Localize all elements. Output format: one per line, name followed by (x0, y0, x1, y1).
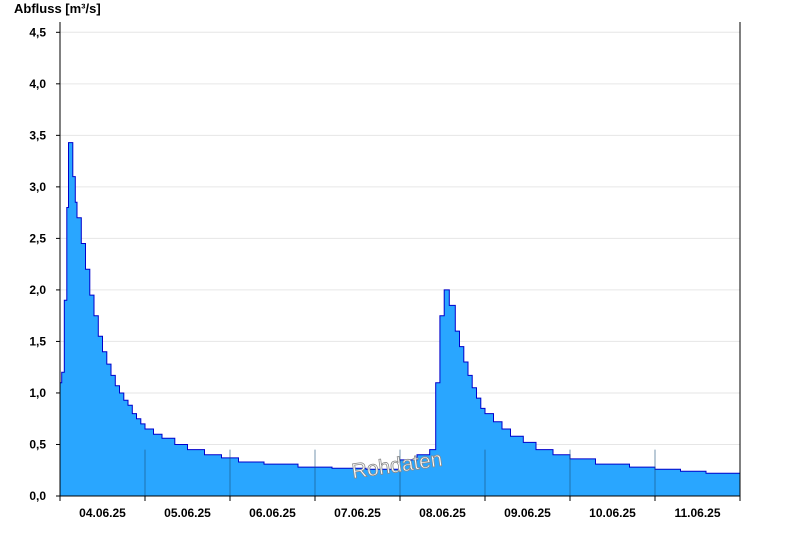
y-tick-label: 3,5 (29, 128, 46, 142)
series-area-group (60, 142, 741, 496)
x-tick-label: 04.06.25 (79, 506, 126, 520)
y-tick-label: 3,0 (29, 180, 46, 194)
series-area-fill (60, 142, 740, 496)
x-ticks: 04.06.25 05.06.25 06.06.25 07.06.25 08.06.25… (59, 496, 741, 520)
x-tick-label: 06.06.25 (249, 506, 296, 520)
y-ticks: 0,0 0,5 1,0 1,5 2,0 2,5 3,0 3,5 4,0 4,5 (29, 25, 60, 503)
y-tick-label: 1,0 (29, 386, 46, 400)
y-axis-title: Abfluss [m³/s] (14, 1, 101, 16)
gridlines (60, 31, 740, 445)
y-tick-label: 0,0 (29, 489, 46, 503)
axes (59, 22, 741, 497)
y-tick-label: 2,5 (29, 231, 46, 245)
x-tick-label: 11.06.25 (674, 506, 720, 520)
y-tick-label: 4,0 (29, 77, 46, 91)
y-tick-label: 2,0 (29, 283, 46, 297)
x-tick-label: 10.06.25 (589, 506, 636, 520)
x-tick-label: 07.06.25 (334, 506, 381, 520)
y-tick-label: 1,5 (29, 334, 46, 348)
series-line (60, 142, 741, 476)
x-tick-label: 09.06.25 (504, 506, 551, 520)
y-tick-label: 0,5 (29, 437, 46, 451)
y-tick-label: 4,5 (29, 25, 46, 39)
x-tick-label: 05.06.25 (164, 506, 211, 520)
x-tick-label: 08.06.25 (419, 506, 466, 520)
